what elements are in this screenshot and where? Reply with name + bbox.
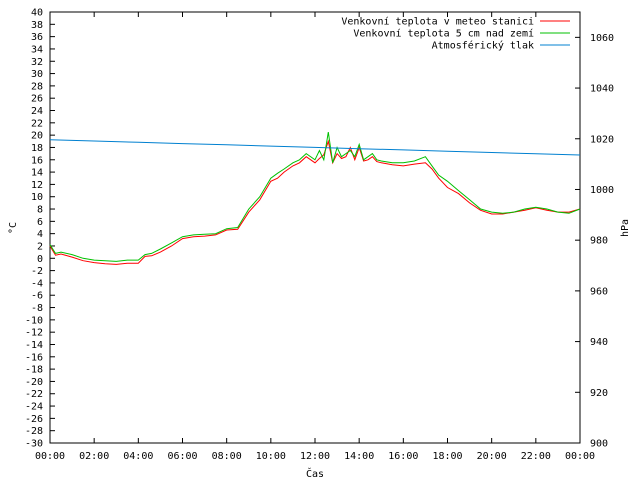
y-tick-label: 22 (31, 118, 43, 129)
y-tick-label: 36 (31, 32, 43, 43)
x-tick-label: 02:00 (79, 451, 109, 462)
y-tick-label: -18 (25, 365, 43, 376)
series-line-1 (49, 132, 581, 262)
y2-tick-label: 1040 (590, 84, 614, 95)
y-tick-label: 2 (37, 241, 43, 252)
y2-tick-label: 940 (590, 337, 608, 348)
y-tick-label: 34 (31, 44, 43, 55)
y2-axis-title: hPa (620, 219, 631, 237)
y-tick-label: 32 (31, 57, 43, 68)
y-tick-label: -22 (25, 389, 43, 400)
y-tick-label: 30 (31, 69, 43, 80)
y2-tick-label: 1060 (590, 33, 614, 44)
y-tick-label: -8 (31, 303, 43, 314)
x-tick-label: 22:00 (521, 451, 551, 462)
x-tick-label: 00:00 (35, 451, 65, 462)
y-tick-label: 38 (31, 20, 43, 31)
legend-label: Venkovní teplota v meteo stanici (341, 16, 534, 28)
y-tick-label: 26 (31, 94, 43, 105)
y-tick-label: -4 (31, 278, 43, 289)
series-line-0 (49, 139, 581, 265)
y-tick-label: 40 (31, 8, 43, 19)
y2-tick-label: 900 (590, 439, 608, 450)
y-tick-label: 0 (37, 254, 43, 265)
x-tick-label: 04:00 (123, 451, 153, 462)
y-tick-label: 14 (31, 168, 43, 179)
y2-tick-labels: 1060 1040 1020 1000 980 960 940 920 900 (590, 33, 614, 450)
x-tick-label: 20:00 (477, 451, 507, 462)
legend-label: Atmosférický tlak (432, 40, 534, 52)
y-tick-label: 12 (31, 180, 43, 191)
plot-frame (49, 11, 581, 444)
x-tick-label: 00:00 (565, 451, 595, 462)
x-tick-label: 10:00 (256, 451, 286, 462)
y-tick-label: -20 (25, 377, 43, 388)
y-tick-label: 8 (37, 205, 43, 216)
y2-tick-label: 960 (590, 286, 608, 297)
y-axis-title: °C (8, 222, 19, 234)
y-tick-label: -30 (25, 439, 43, 450)
y-tick-label: -28 (25, 426, 43, 437)
y-tick-label: -2 (31, 266, 43, 277)
y-tick-label: -12 (25, 328, 43, 339)
y2-tick-label: 920 (590, 388, 608, 399)
y-tick-label: -16 (25, 352, 43, 363)
y-tick-labels: 4038363432302826242220181614121086420-2-… (25, 8, 43, 450)
y-tick-label: -24 (25, 402, 43, 413)
x-tick-label: 06:00 (167, 451, 197, 462)
series-lines (49, 132, 581, 265)
x-tick-labels: 00:00 02:00 04:00 06:00 08:00 10:00 12:00 14:00… (35, 451, 595, 462)
y-tick-label: -14 (25, 340, 43, 351)
x-axis-title: Čas (306, 467, 324, 480)
y2-tick-label: 980 (590, 236, 608, 247)
y2-tick-label: 1000 (590, 185, 614, 196)
tick-marks (49, 11, 581, 444)
x-tick-label: 08:00 (212, 451, 242, 462)
y2-tick-label: 1020 (590, 134, 614, 145)
y-tick-label: 18 (31, 143, 43, 154)
series-line-2 (49, 139, 581, 156)
x-tick-label: 12:00 (300, 451, 330, 462)
x-tick-label: 14:00 (344, 451, 374, 462)
y-tick-label: 4 (37, 229, 43, 240)
y-tick-label: 20 (31, 131, 43, 142)
legend: Venkovní teplota v meteo staniciVenkovní… (341, 16, 570, 52)
y-tick-label: -26 (25, 414, 43, 425)
x-tick-label: 18:00 (432, 451, 462, 462)
y-tick-label: 6 (37, 217, 43, 228)
x-tick-label: 16:00 (388, 451, 418, 462)
y-tick-label: 16 (31, 155, 43, 166)
y-tick-label: 28 (31, 81, 43, 92)
legend-label: Venkovní teplota 5 cm nad zemí (353, 28, 534, 40)
y-tick-label: 10 (31, 192, 43, 203)
y-tick-label: 24 (31, 106, 43, 117)
y-tick-label: -10 (25, 315, 43, 326)
y-tick-label: -6 (31, 291, 43, 302)
